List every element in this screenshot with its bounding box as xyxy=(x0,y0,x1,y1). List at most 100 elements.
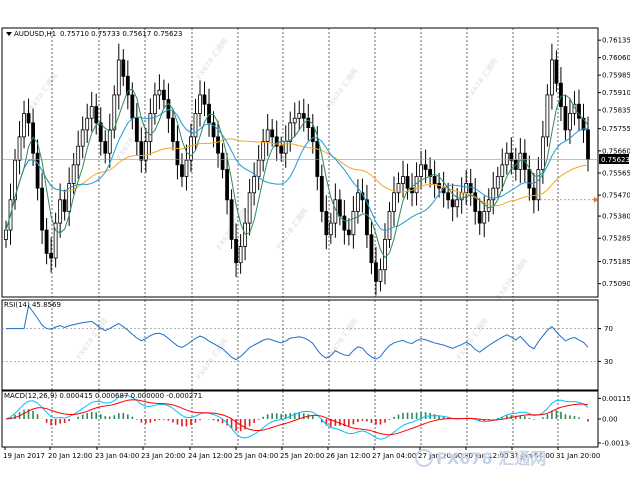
candle-body xyxy=(152,94,157,114)
candle-body xyxy=(35,152,40,189)
candle-body xyxy=(319,176,324,212)
candle-body xyxy=(274,136,279,147)
candle-body xyxy=(53,222,58,259)
candle-body xyxy=(468,183,473,194)
candle-body xyxy=(58,199,63,224)
price-panel xyxy=(2,43,598,296)
candle-body xyxy=(283,141,288,154)
macd-signal-line xyxy=(5,399,589,436)
price-tick-label: 0.75090 xyxy=(602,280,630,288)
time-tick-label: 27 Jan 20:00 xyxy=(418,452,462,460)
price-tick-label: 0.76060 xyxy=(602,54,630,62)
macd-title: MACD(12,26,9) 0.000415 0.000687 0.000000… xyxy=(4,392,202,400)
candle-body xyxy=(189,136,193,161)
candle-body xyxy=(527,169,532,189)
candle-body xyxy=(265,129,270,142)
candle-body xyxy=(536,169,541,201)
current-price-tag: 0.75623 xyxy=(599,154,630,164)
candle-body xyxy=(4,229,8,240)
candle-body xyxy=(166,99,171,119)
time-tick-label: 31 Jan 04:00 xyxy=(510,452,554,460)
candle-body xyxy=(581,117,586,131)
ma-mid-line xyxy=(5,109,589,232)
time-axis: 19 Jan 2017 20 Jan 12:00 23 Jan 04:00 23 Ja… xyxy=(3,447,600,460)
candle-body xyxy=(491,187,496,201)
price-tick-label: 0.75755 xyxy=(602,125,630,133)
candle-body xyxy=(85,117,90,131)
candle-body xyxy=(432,176,437,184)
candle-body xyxy=(342,215,347,231)
macd-tick-label: 0.00115 xyxy=(602,395,630,403)
candle-body xyxy=(175,141,180,166)
candle-body xyxy=(378,269,383,282)
price-tick-label: 0.75910 xyxy=(602,89,630,97)
arrow-right-icon xyxy=(594,196,598,203)
candle-body xyxy=(486,199,491,212)
macd-tick-label: -0.00134 xyxy=(602,440,630,448)
candle-body xyxy=(540,136,545,170)
candle-body xyxy=(301,113,306,119)
candle-body xyxy=(550,59,554,96)
time-tick-label: 20 Jan 12:00 xyxy=(48,452,92,460)
candle-body xyxy=(450,199,455,208)
candle-body xyxy=(297,113,302,119)
candle-body xyxy=(26,113,31,124)
candle-body xyxy=(405,176,410,189)
panel-frame xyxy=(1,299,599,391)
candle-body xyxy=(477,211,482,224)
candle-body xyxy=(22,113,26,138)
candle-body xyxy=(586,129,590,160)
candle-body xyxy=(76,145,81,166)
candle-body xyxy=(324,211,329,236)
price-tick-label: 0.75285 xyxy=(602,235,630,243)
time-tick-label: 30 Jan 12:00 xyxy=(464,452,508,460)
candle-body xyxy=(292,117,297,124)
candle-body xyxy=(369,234,374,264)
symbol-label: AUDUSD,H1 xyxy=(14,30,56,38)
candle-body xyxy=(577,103,581,119)
time-tick-label: 23 Jan 04:00 xyxy=(95,452,139,460)
candle-body xyxy=(270,129,275,138)
candle-body xyxy=(67,183,72,212)
candle-body xyxy=(247,192,252,224)
candle-body xyxy=(198,94,202,114)
candle-body xyxy=(107,129,112,154)
corner-watermark: FX678 汇通网 xyxy=(415,449,546,468)
candle-body xyxy=(13,159,17,201)
candle-body xyxy=(62,199,67,212)
symbol-header: AUDUSD,H1 0.75710 0.75733 0.75617 0.7562… xyxy=(6,30,182,38)
price-tick-label: 0.75565 xyxy=(602,169,630,177)
candle-body xyxy=(554,59,559,84)
rsi-line xyxy=(6,304,589,361)
rsi-title: RSI(14) 45.8569 xyxy=(4,301,61,309)
chevron-down-icon[interactable] xyxy=(6,32,12,36)
candle-body xyxy=(396,183,401,194)
candle-body xyxy=(171,117,175,142)
macd-line xyxy=(5,394,589,440)
price-axis: 0.76135 0.76060 0.75985 0.75910 0.75835 0.757… xyxy=(598,37,630,288)
candle-body xyxy=(351,211,356,236)
current-price-box xyxy=(599,154,629,164)
time-tick-label: 26 Jan 12:00 xyxy=(326,452,370,460)
candle-body xyxy=(383,239,387,271)
candle-body xyxy=(563,106,568,131)
candle-body xyxy=(482,211,487,224)
macd-tick-label: 0.00 xyxy=(602,416,618,424)
current-price-label: 0.75623 xyxy=(601,156,630,164)
candle-body xyxy=(103,141,108,154)
candle-body xyxy=(134,117,139,142)
candle-body xyxy=(279,145,284,154)
price-tick-label: 0.75185 xyxy=(602,258,630,266)
candle-body xyxy=(80,129,85,147)
candle-body xyxy=(89,106,94,119)
candle-body xyxy=(157,89,162,96)
time-tick-label: 31 Jan 20:00 xyxy=(556,452,600,460)
candle-body xyxy=(261,141,266,161)
time-tick-label: 27 Jan 04:00 xyxy=(372,452,416,460)
candle-body xyxy=(446,192,451,201)
candle-body xyxy=(148,113,153,142)
candle-body xyxy=(121,59,126,77)
price-tick-label: 0.75985 xyxy=(602,72,630,80)
